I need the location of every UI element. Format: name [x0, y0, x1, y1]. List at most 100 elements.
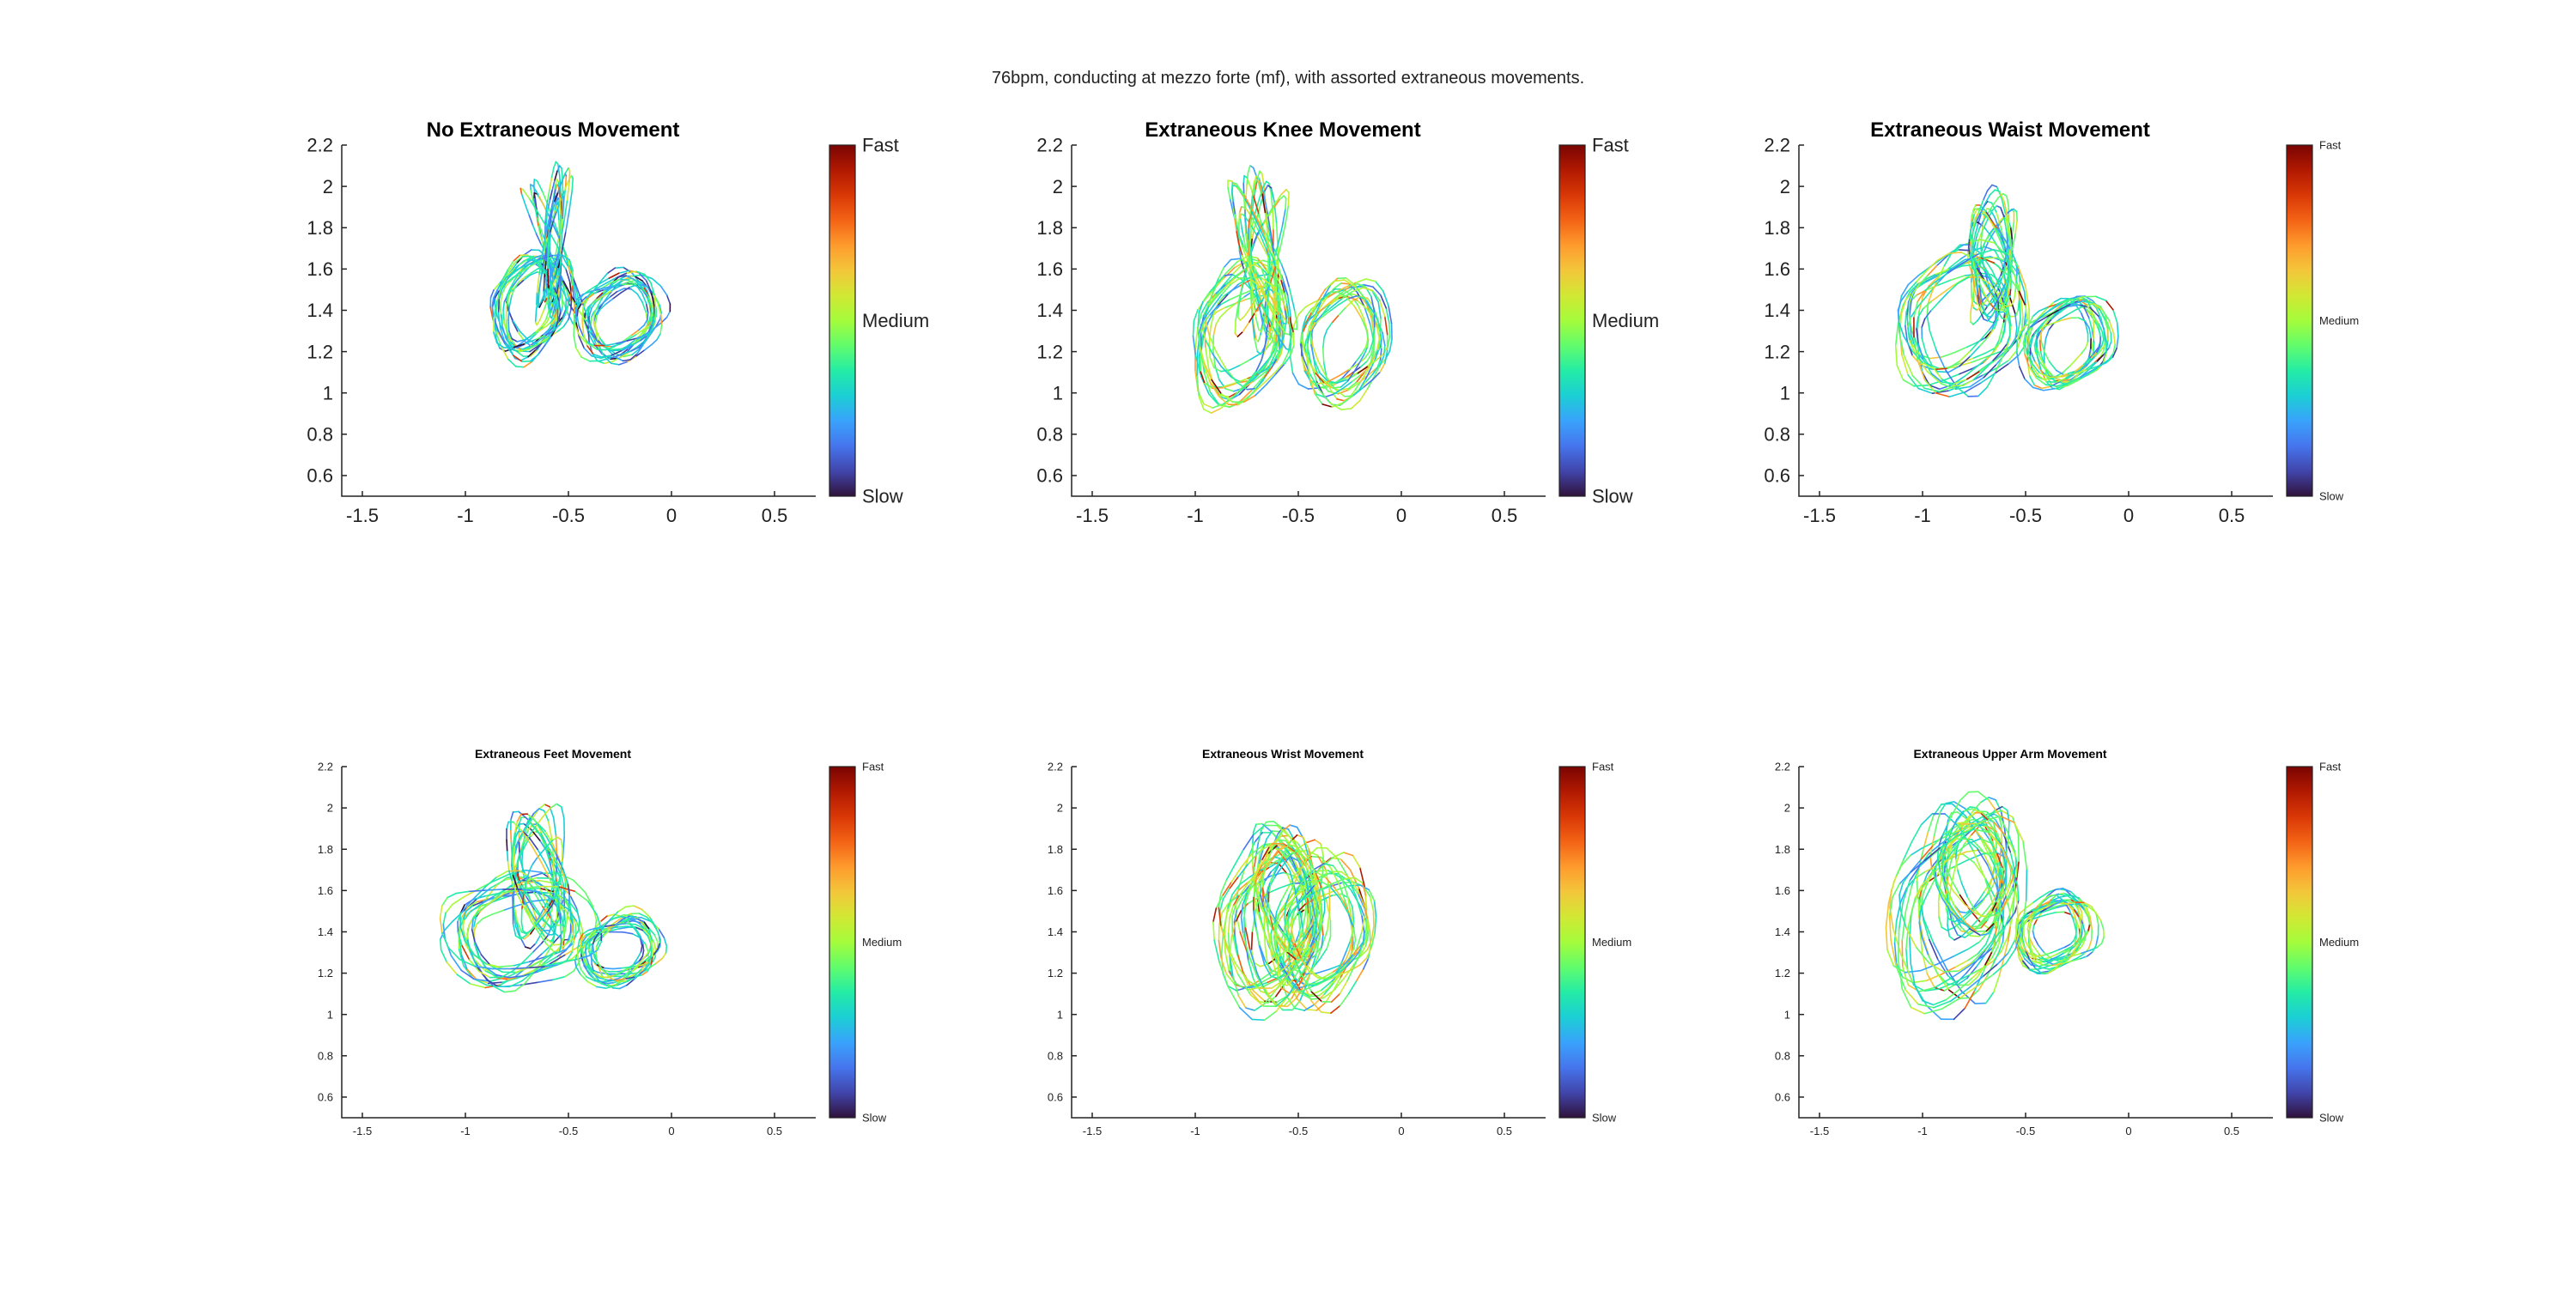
trace-segment: [512, 821, 522, 832]
trace-segment: [1375, 349, 1380, 360]
trace-segment: [567, 312, 574, 325]
trace-segment: [661, 952, 667, 960]
trace-segment: [610, 362, 620, 366]
trace-segment: [2039, 308, 2048, 317]
trace-segment: [1984, 194, 1991, 205]
trace-segment: [1231, 931, 1237, 953]
trace-segment: [1909, 282, 1919, 294]
trace-segment: [512, 832, 516, 846]
trace-segment: [2029, 338, 2033, 349]
trace-segment: [588, 283, 599, 291]
trace-segment: [2008, 262, 2020, 276]
trace-segment: [2096, 353, 2105, 362]
trace-segment: [554, 267, 558, 278]
trace-segment: [1367, 359, 1378, 367]
trace-segment: [602, 970, 611, 980]
trace-segment: [1237, 242, 1243, 257]
trace-segment: [546, 839, 554, 847]
trace-segment: [1250, 991, 1261, 1003]
trace-segment: [526, 870, 531, 883]
trace-segment: [1953, 276, 1967, 287]
trace-segment: [2093, 346, 2099, 355]
trace-segment: [1258, 944, 1266, 966]
trace-segment: [647, 294, 653, 306]
trace-segment: [507, 306, 510, 321]
trace-segment: [1256, 257, 1267, 270]
trace-segment: [512, 923, 517, 937]
trace-segment: [1937, 292, 1949, 304]
trace-segment: [1339, 992, 1350, 1007]
trace-segment: [1922, 300, 1932, 310]
trace-segment: [1263, 233, 1274, 255]
trace-segment: [653, 294, 657, 310]
trace-segment: [1986, 184, 1993, 191]
trace-segment: [1348, 363, 1358, 371]
trace-segment: [532, 891, 544, 907]
trace-segment: [1285, 898, 1294, 911]
trace-segment: [491, 873, 510, 883]
trace-segment: [1894, 323, 1899, 347]
trace-segment: [2043, 316, 2050, 325]
trace-segment: [635, 270, 646, 276]
trace-segment: [2009, 234, 2012, 253]
trace-segment: [598, 285, 611, 290]
trace-segment: [1271, 319, 1274, 334]
trace-segment: [1315, 393, 1326, 398]
trace-segment: [520, 921, 524, 932]
trace-segment: [1974, 225, 1978, 235]
trace-segment: [1267, 185, 1273, 189]
trace-segment: [1324, 280, 1335, 290]
trace-segment: [588, 343, 598, 350]
trace-segment: [2026, 354, 2033, 367]
trace-segment: [1269, 301, 1279, 317]
trace-segment: [1982, 190, 1989, 202]
trace-segment: [2065, 370, 2076, 379]
trace-segment: [1359, 387, 1369, 402]
trace-segment: [547, 236, 550, 252]
trace-segment: [555, 892, 560, 905]
trace-segment: [640, 332, 649, 340]
trace-segment: [1902, 379, 1915, 387]
trace-segment: [2006, 288, 2009, 300]
trace-segment: [2020, 294, 2024, 318]
trace-segment: [1249, 276, 1255, 300]
trace-segment: [547, 925, 552, 937]
trace-segment: [1349, 932, 1353, 943]
trace-segment: [1993, 360, 2002, 376]
trace-segment: [1301, 885, 1309, 903]
trace-segment: [1258, 850, 1264, 865]
axes-frame: [341, 145, 816, 497]
trace-segment: [1364, 278, 1376, 282]
trace-segment: [542, 901, 548, 912]
trace-segment: [1915, 270, 1927, 283]
trace-segment: [611, 292, 622, 300]
trace-segment: [2029, 375, 2036, 386]
trace-segment: [561, 806, 565, 820]
trace-segment: [2038, 325, 2047, 330]
trace-segment: [442, 924, 447, 941]
trace-segment: [604, 361, 614, 365]
y-tick-label: 2: [327, 802, 333, 815]
trace-segment: [534, 254, 544, 258]
trace-segment: [522, 822, 529, 834]
trace-segment: [520, 838, 526, 849]
trace-segment: [665, 310, 671, 318]
trace-segment: [1273, 295, 1277, 309]
trace-segment: [549, 221, 554, 234]
trace-segment: [1994, 250, 2003, 264]
trace-segment: [1301, 355, 1306, 372]
trace-segment: [1276, 293, 1279, 306]
trace-segment: [609, 283, 623, 288]
x-tick-label: 0.5: [767, 1125, 782, 1137]
trace-segment: [606, 348, 616, 358]
trace-segment: [1314, 839, 1321, 845]
trace-segment: [1993, 341, 2002, 349]
trace-segment: [1913, 301, 1918, 318]
trace-segment: [1366, 338, 1370, 349]
trace-segment: [539, 234, 544, 245]
trace-segment: [2040, 385, 2051, 390]
trace-segment: [563, 180, 569, 192]
trace-segment: [491, 297, 495, 308]
trace-segment: [536, 179, 544, 193]
trace-segment: [460, 904, 468, 914]
